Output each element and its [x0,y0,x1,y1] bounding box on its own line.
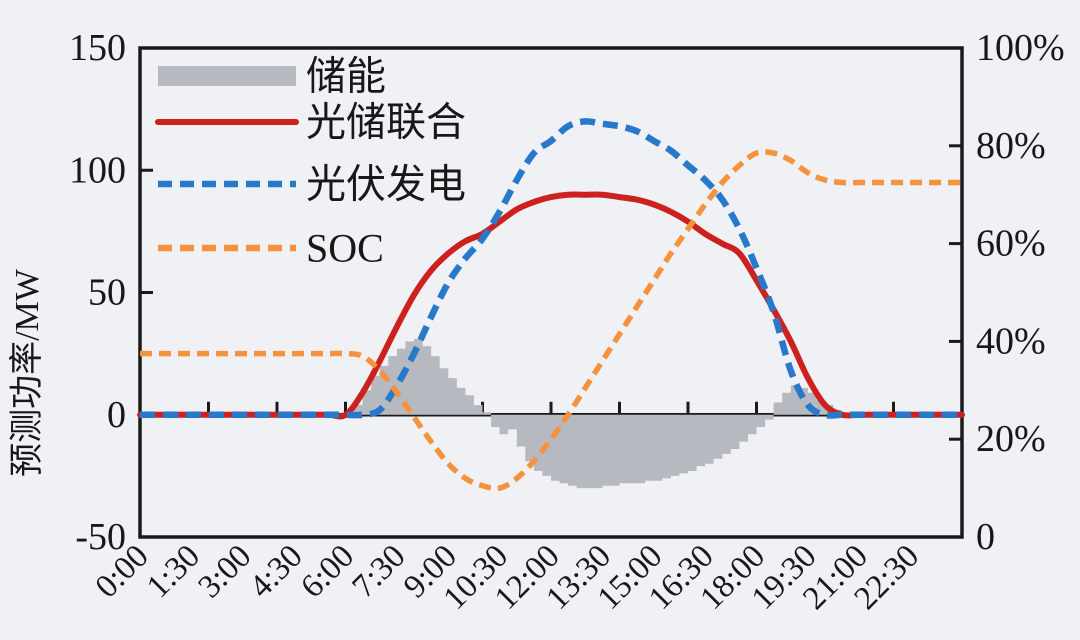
legend-item-label: 光伏发电 [306,162,466,207]
left-axis-tick-labels: 150 100 50 0 -50 [69,27,126,558]
x-tick-label: 1:30 [140,538,207,605]
right-tick-label: 60% [976,223,1046,265]
left-tick-label: 100 [69,149,126,191]
legend-item-label: 储能 [306,54,386,99]
right-tick-label: 80% [976,125,1046,167]
x-tick-label: 4:30 [243,538,310,605]
x-tick-label: 3:00 [192,538,259,605]
legend-item-label: 光储联合 [306,100,466,145]
left-axis-title: 预测功率/MW [8,268,46,477]
right-tick-label: 100% [976,27,1065,69]
x-tick-label: 6:00 [294,538,361,605]
x-axis-tick-labels: 0:001:303:004:306:007:309:0010:3012:0013… [89,538,927,617]
right-tick-label: 20% [976,418,1046,460]
x-tick-label: 7:30 [346,538,413,605]
left-tick-label: -50 [75,516,126,558]
series-pv-line [140,118,962,419]
right-axis-tick-labels: 100% 80% 60% 40% 20% 0 [976,27,1065,558]
legend-swatch-area [158,66,296,86]
left-tick-label: 50 [88,272,126,314]
legend-item-label: SOC [306,226,384,271]
right-tick-label: 40% [976,320,1046,362]
series-storage-area [345,339,851,489]
left-tick-label: 150 [69,27,126,69]
data-series [137,118,965,492]
left-tick-label: 0 [107,394,126,436]
series-pv-storage-combined-line [137,191,965,420]
series-soc-line [140,149,962,492]
right-tick-label: 0 [976,516,995,558]
